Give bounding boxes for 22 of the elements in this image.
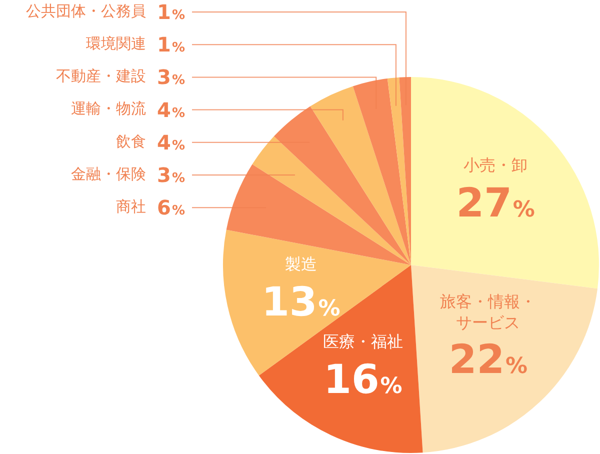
- data-label: 16%: [324, 357, 402, 404]
- data-label: 1%: [157, 0, 186, 24]
- data-label: 3%: [157, 65, 186, 90]
- slice-label: 飲食: [116, 132, 146, 150]
- slice-label: 医療・福祉: [322, 332, 403, 352]
- slice-label: 公共団体・公務員: [26, 2, 146, 20]
- data-label: 6%: [157, 196, 186, 220]
- data-label: 4%: [157, 130, 186, 154]
- data-label: 1%: [157, 32, 186, 57]
- slice-label: 旅客・情報・サービス: [440, 292, 536, 332]
- data-label: 22%: [448, 337, 528, 384]
- slice-label: 製造: [284, 254, 317, 274]
- data-label: 13%: [262, 280, 340, 326]
- slice-label: 金融・保険: [71, 164, 146, 183]
- data-label: 3%: [157, 163, 186, 187]
- slice-label: 商社: [116, 197, 146, 216]
- slice-label: 運輸・物流: [71, 100, 146, 118]
- data-label: 27%: [456, 180, 535, 226]
- slice-label: 小売・卸: [464, 155, 528, 174]
- slice-label: 環境関連: [86, 34, 146, 52]
- slice-label: 不動産・建設: [56, 67, 146, 86]
- data-label: 4%: [157, 98, 186, 122]
